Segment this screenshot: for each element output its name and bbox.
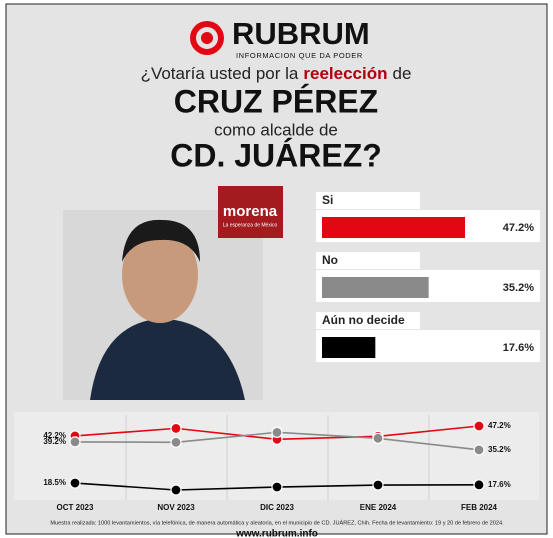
option-label: Si — [322, 193, 333, 207]
x-tick-label: NOV 2023 — [157, 503, 195, 512]
marker — [272, 482, 282, 492]
x-tick-label: OCT 2023 — [57, 503, 94, 512]
marker — [70, 478, 80, 488]
x-tick-label: ENE 2024 — [360, 503, 397, 512]
party-name: morena — [223, 203, 278, 220]
value-label: 17.6% — [503, 342, 534, 354]
marker — [171, 437, 181, 447]
marker — [373, 433, 383, 443]
value-label: 17.6% — [488, 480, 511, 489]
marker — [171, 485, 181, 495]
value-label: 47.2% — [503, 222, 534, 234]
value-label: 35.2% — [488, 445, 511, 454]
bar — [322, 217, 465, 238]
question-bold: reelección — [303, 64, 387, 83]
party-motto: La esperanza de México — [223, 222, 278, 228]
value-label: 47.2% — [488, 421, 511, 430]
tagline: INFORMACION QUE DA PODER — [236, 51, 363, 60]
marker — [474, 421, 484, 431]
value-label: 18.5% — [43, 478, 66, 487]
candidate-name: CRUZ PÉREZ — [174, 83, 378, 119]
brand: RUBRUM — [232, 16, 370, 51]
marker — [373, 480, 383, 490]
logo-dot — [201, 32, 213, 44]
question-start: ¿Votaría usted por la — [141, 64, 299, 83]
option-label: No — [322, 253, 338, 267]
question-end: de — [393, 64, 412, 83]
x-tick-label: FEB 2024 — [461, 503, 498, 512]
value-label: 35.2% — [503, 282, 534, 294]
marker — [272, 427, 282, 437]
bar — [322, 337, 375, 358]
x-tick-label: DIC 2023 — [260, 503, 294, 512]
marker — [474, 445, 484, 455]
bar — [322, 277, 429, 298]
option-label: Aún no decide — [322, 313, 405, 327]
city: CD. JUÁREZ? — [170, 137, 382, 173]
value-label: 39.2% — [43, 437, 66, 446]
marker — [70, 437, 80, 447]
footer-url: www.rubrum.info — [235, 529, 318, 538]
infographic: RUBRUM INFORMACION QUE DA PODER ¿Votaría… — [0, 0, 553, 538]
marker — [474, 480, 484, 490]
footer-note: Muestra realizada: 1000 levantamientos, … — [50, 519, 504, 526]
marker — [171, 423, 181, 433]
